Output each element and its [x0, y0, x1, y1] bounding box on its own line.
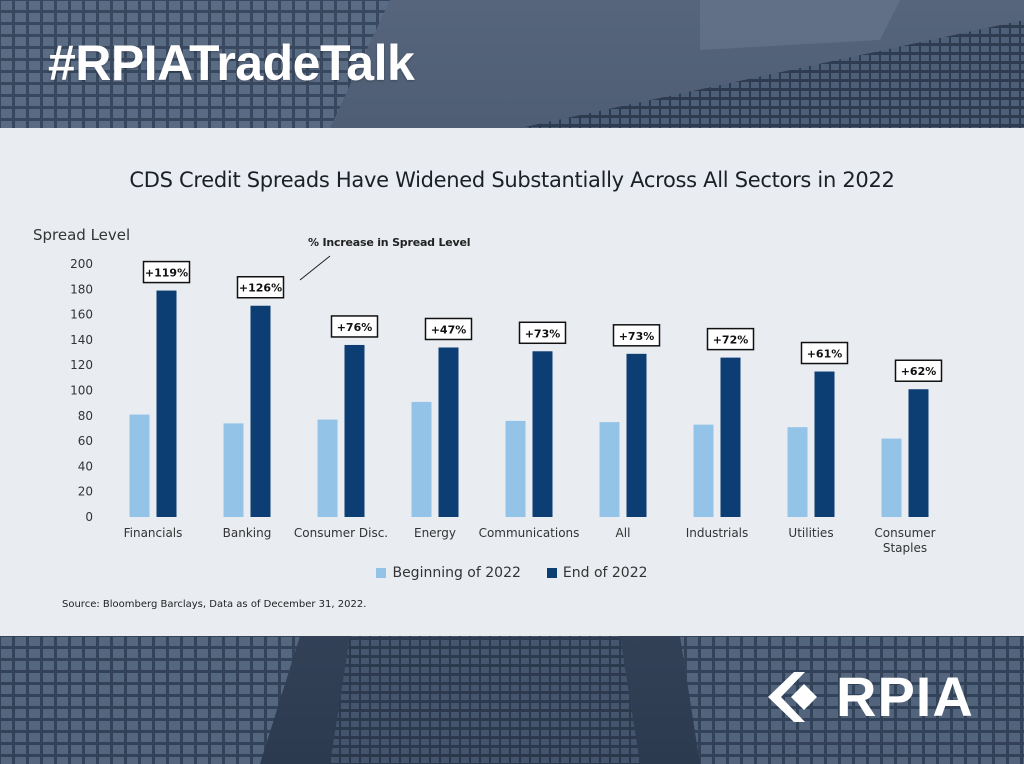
- legend-swatch-beginning: [376, 568, 387, 578]
- annotation-label: +126%: [239, 282, 282, 295]
- bar-chart: 0 20 40 60 80 100 120 140 160 180 200 +119% Financia…: [70, 255, 943, 555]
- bar-end: [814, 371, 835, 517]
- annotation-label: +73%: [525, 327, 561, 340]
- x-tick-label: Banking: [223, 526, 272, 540]
- bar-beginning: [505, 420, 526, 517]
- rpia-logo: RPIA: [768, 669, 974, 725]
- bar-beginning: [129, 414, 150, 517]
- annotation-box: [800, 341, 849, 365]
- hashtag-title: #RPIATradeTalk: [48, 35, 415, 91]
- x-tick-label: All: [616, 526, 631, 540]
- y-tick-label: 120: [70, 358, 93, 372]
- chart-panel: CDS Credit Spreads Have Widened Substant…: [0, 128, 1024, 636]
- y-tick-label: 40: [78, 459, 93, 473]
- annotation-box: [424, 317, 473, 341]
- x-tick-label: Energy: [414, 526, 456, 540]
- y-tick-label: 0: [85, 510, 93, 524]
- bar-end: [156, 290, 177, 517]
- rpia-chevron-icon: [768, 672, 817, 722]
- x-tick-label: Consumer: [874, 526, 935, 540]
- y-tick-label: 160: [70, 308, 93, 322]
- x-tick-label: Industrials: [686, 526, 749, 540]
- y-tick-label: 20: [78, 485, 93, 499]
- bar-end: [438, 347, 459, 517]
- annotation-box: [612, 324, 661, 347]
- annotation-label: +73%: [619, 330, 655, 343]
- x-tick-label: Utilities: [788, 526, 833, 540]
- legend-item-beginning: Beginning of 2022: [376, 565, 521, 581]
- bar-end: [532, 351, 553, 517]
- x-tick-label: Communications: [479, 526, 580, 540]
- y-tick-label: 140: [70, 333, 93, 347]
- x-tick-label: Consumer Disc.: [294, 526, 388, 540]
- annotation-box: [142, 260, 191, 284]
- y-tick-label: 100: [70, 384, 93, 398]
- bar-end: [908, 389, 929, 517]
- bar-beginning: [693, 424, 714, 517]
- x-tick-label: Staples: [883, 541, 927, 555]
- annotation-box: [518, 321, 567, 345]
- bar-beginning: [599, 422, 620, 517]
- bar-end: [720, 357, 741, 517]
- x-tick-label: Financials: [124, 526, 183, 540]
- bar-end: [344, 344, 365, 517]
- bar-end: [626, 353, 647, 517]
- y-tick-label: 180: [70, 282, 93, 296]
- annotation-box: [894, 359, 943, 382]
- annotation-box: [236, 275, 285, 299]
- annotation-label: % Increase in Spread Level: [308, 236, 471, 249]
- bar-beginning: [317, 419, 338, 517]
- bar-end: [250, 305, 271, 517]
- annotation-label: +62%: [901, 365, 937, 378]
- annotation-label: +47%: [431, 323, 467, 336]
- y-tick-label: 200: [70, 257, 93, 271]
- legend-label-beginning: Beginning of 2022: [392, 565, 521, 581]
- bar-beginning: [787, 427, 808, 517]
- bar-beginning: [881, 438, 902, 517]
- annotation-box: [706, 327, 755, 351]
- annotation-label: +76%: [337, 321, 373, 334]
- annotation-box: [330, 315, 379, 338]
- annotation-label: +72%: [713, 334, 749, 347]
- logo-text: RPIA: [836, 665, 974, 728]
- legend-item-end: End of 2022: [546, 565, 648, 581]
- y-axis-title: Spread Level: [33, 226, 131, 244]
- callout-leader-line: [299, 255, 331, 281]
- bar-beginning: [411, 401, 432, 517]
- legend: Beginning of 2022 End of 2022: [0, 565, 1024, 581]
- chart-title: CDS Credit Spreads Have Widened Substant…: [129, 168, 895, 192]
- bar-beginning: [223, 423, 244, 517]
- legend-label-end: End of 2022: [562, 565, 648, 581]
- annotation-label: +61%: [807, 348, 843, 361]
- annotation-label: +119%: [145, 267, 188, 280]
- y-tick-label: 60: [78, 434, 93, 448]
- y-tick-label: 80: [78, 409, 93, 423]
- source-note: Source: Bloomberg Barclays, Data as of D…: [62, 599, 367, 610]
- legend-swatch-end: [546, 568, 557, 578]
